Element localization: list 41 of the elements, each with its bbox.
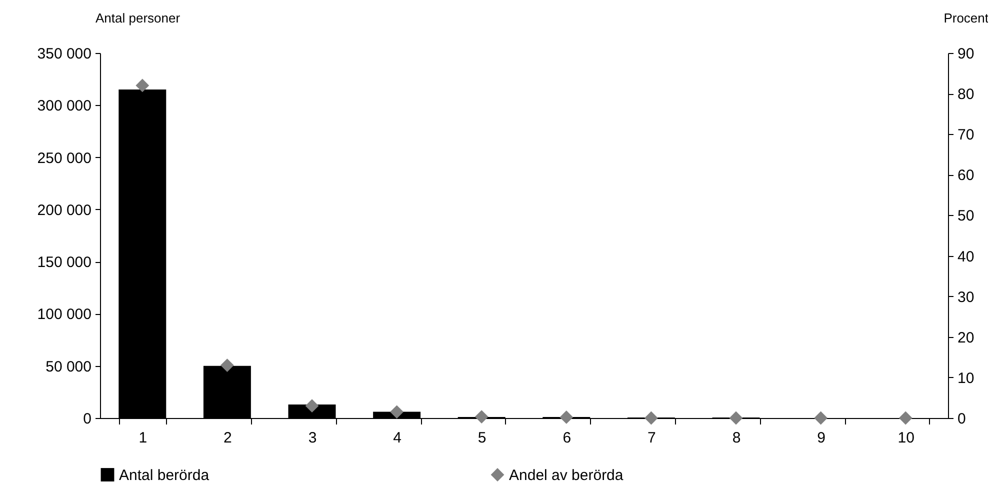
x-tick-label: 6 — [562, 430, 572, 446]
y-tick-label: 150 000 — [37, 254, 92, 272]
y-tick-label: 200 000 — [37, 202, 92, 219]
x-tick-label: 2 — [224, 430, 232, 446]
legend-label: Andel av berörda — [509, 466, 624, 484]
point — [560, 410, 574, 424]
x-tick-label: 4 — [393, 430, 402, 446]
point — [814, 411, 828, 425]
point — [474, 410, 488, 424]
x-tick-label: 10 — [898, 430, 914, 446]
x-tick-label: 5 — [478, 430, 486, 446]
y2-tick-label: 60 — [958, 167, 974, 184]
y-tick-label: 300 000 — [37, 98, 92, 115]
point — [136, 78, 150, 92]
legend-label: Antal berörda — [119, 466, 210, 484]
y-tick-label: 250 000 — [37, 150, 92, 167]
y2-tick-label: 0 — [958, 410, 966, 428]
y2-tick-label: 10 — [958, 370, 974, 387]
y2-tick-label: 20 — [958, 329, 974, 346]
y2-tick-label: 90 — [958, 46, 974, 62]
y2-tick-label: 70 — [958, 126, 974, 144]
y2-tick-label: 80 — [958, 86, 974, 104]
x-tick-label: 3 — [308, 430, 317, 446]
x-tick-label: 1 — [138, 430, 148, 446]
y2-tick-label: 30 — [958, 288, 974, 306]
point — [644, 411, 658, 425]
y-tick-label: 0 — [83, 410, 92, 428]
point — [305, 399, 319, 413]
point — [729, 411, 743, 425]
x-tick-label: 9 — [817, 430, 826, 446]
y2-tick-label: 40 — [958, 248, 974, 266]
x-tick-label: 8 — [732, 430, 741, 446]
y-axis-title: Antal personer — [96, 10, 181, 26]
y2-tick-label: 50 — [958, 208, 974, 225]
y-tick-label: 50 000 — [46, 358, 92, 376]
y-tick-label: 350 000 — [37, 46, 92, 62]
point — [390, 405, 404, 419]
y-tick-label: 100 000 — [37, 306, 92, 324]
x-tick-label: 7 — [648, 430, 656, 446]
point — [220, 358, 234, 372]
point — [898, 411, 912, 425]
